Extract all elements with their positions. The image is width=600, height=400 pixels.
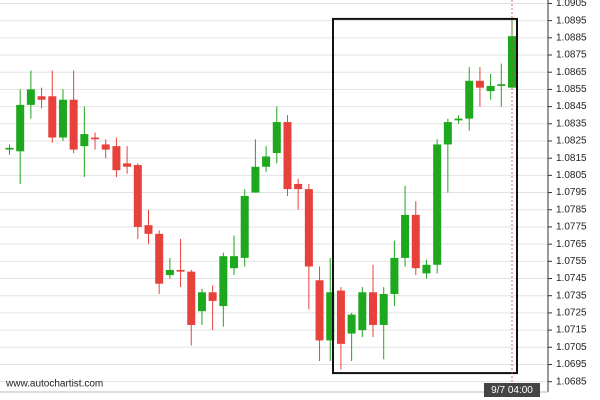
y-tick-label: 1.0805 — [556, 170, 587, 181]
candle-body — [155, 233, 164, 284]
candle-body — [101, 144, 110, 150]
y-tick-label: 1.0835 — [556, 118, 587, 129]
y-tick-label: 1.0735 — [556, 290, 587, 301]
grid — [0, 2, 548, 383]
candle-body — [208, 292, 217, 301]
highlight-box — [332, 17, 518, 375]
candle-body — [443, 122, 452, 145]
candle-body — [433, 144, 442, 265]
x-tick-label: 9/7 04:00 — [491, 385, 533, 396]
y-tick-label: 1.0785 — [556, 204, 587, 215]
candle-body — [272, 122, 281, 154]
candle-body — [454, 118, 463, 121]
candle-body — [465, 80, 474, 119]
y-tick-label: 1.0725 — [556, 308, 587, 319]
candle-body — [411, 214, 420, 269]
y-tick-label: 1.0775 — [556, 222, 587, 233]
candle-body — [219, 256, 228, 307]
y-tick-label: 1.0885 — [556, 32, 587, 43]
candle-body — [401, 214, 410, 258]
y-tick-label: 1.0875 — [556, 50, 587, 61]
candle-body — [422, 264, 431, 274]
candle-body — [230, 256, 239, 269]
candle-body — [112, 146, 121, 171]
candle-body — [283, 122, 292, 190]
source-label: www.autochartist.com — [5, 379, 103, 390]
candle-body — [369, 292, 378, 325]
y-tick-label: 1.0845 — [556, 101, 587, 112]
y-tick-label: 1.0745 — [556, 273, 587, 284]
y-tick-label: 1.0895 — [556, 15, 587, 26]
candle-body — [133, 165, 142, 227]
y-tick-label: 1.0825 — [556, 136, 587, 147]
y-tick-label: 1.0685 — [556, 376, 587, 387]
candle-body — [262, 156, 271, 167]
x-label-box — [484, 383, 540, 397]
y-tick-label: 1.0695 — [556, 359, 587, 370]
candle-body — [5, 147, 14, 150]
candle-body — [197, 292, 206, 312]
candle-body — [165, 269, 174, 276]
candle-body — [251, 166, 260, 193]
candle-body — [315, 280, 324, 341]
candle-body — [58, 99, 67, 138]
candle-body — [379, 294, 388, 325]
candle-body — [37, 96, 46, 100]
candle-body — [475, 80, 484, 88]
candle-body — [390, 257, 399, 294]
candle-body — [347, 314, 356, 334]
y-tick-label: 1.0795 — [556, 187, 587, 198]
candle-body — [326, 292, 335, 341]
y-tick-label: 1.0755 — [556, 256, 587, 267]
candle-body — [80, 134, 89, 147]
candle-body — [358, 292, 367, 331]
candle-body — [91, 137, 100, 140]
y-tick-label: 1.0855 — [556, 84, 587, 95]
candle-body — [69, 99, 78, 150]
candle-body — [294, 183, 303, 190]
y-tick-label: 1.0815 — [556, 153, 587, 164]
candle-body — [336, 290, 345, 344]
candle-body — [240, 196, 249, 258]
y-tick-label: 1.0715 — [556, 325, 587, 336]
candle-body — [486, 85, 495, 92]
candle-body — [123, 163, 132, 167]
candle-body — [497, 84, 506, 86]
y-tick-label: 1.0865 — [556, 67, 587, 78]
y-tick-label: 1.0765 — [556, 239, 587, 250]
candle-body — [16, 104, 25, 152]
y-tick-label: 1.0905 — [556, 0, 587, 9]
y-tick-label: 1.0705 — [556, 342, 587, 353]
candle-body — [26, 89, 35, 105]
candle-body — [144, 225, 153, 234]
candle-body — [48, 96, 57, 138]
candle-body — [176, 269, 185, 272]
candle-body — [187, 271, 196, 325]
candle-body — [304, 189, 313, 267]
